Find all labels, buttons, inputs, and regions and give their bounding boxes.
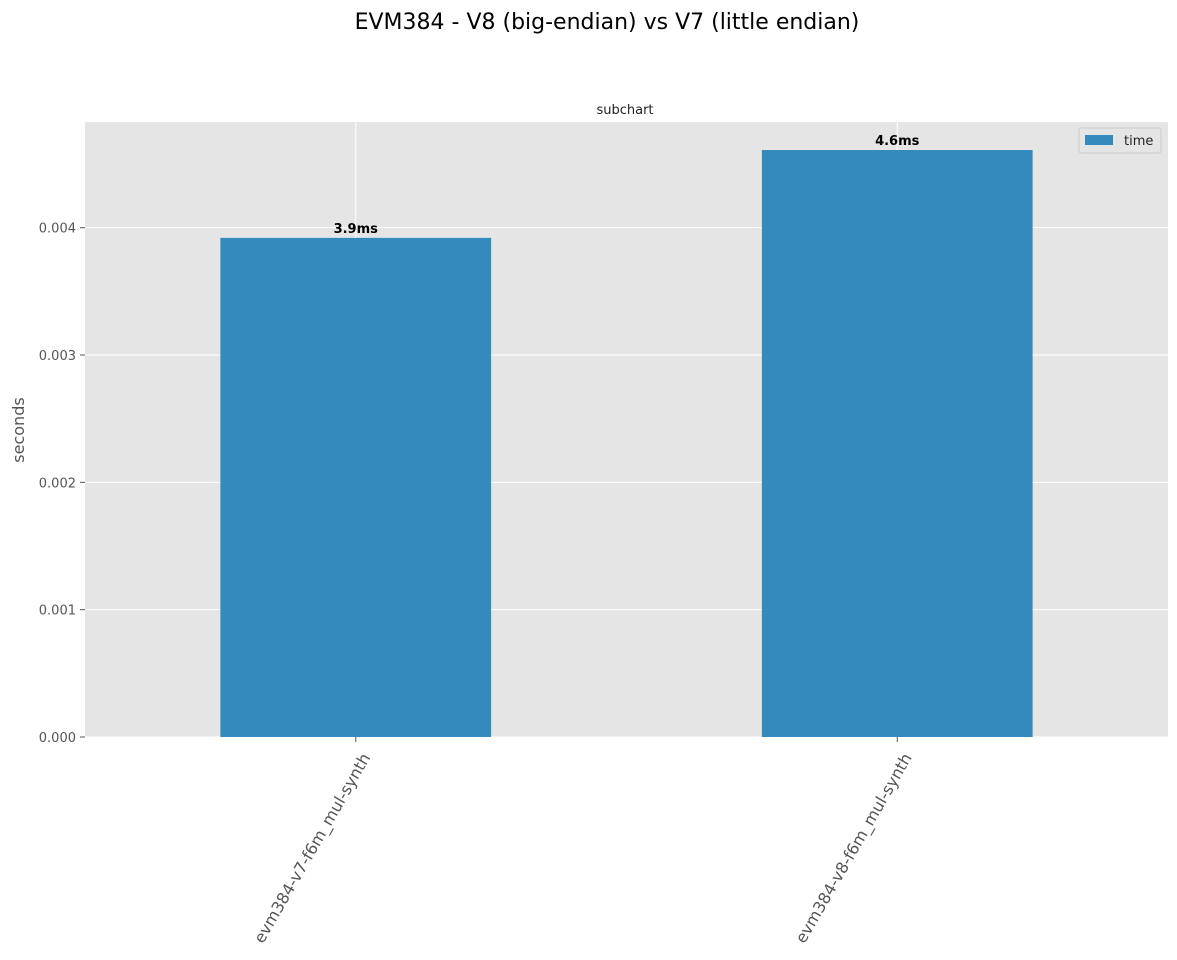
y-axis-ticks: 0.000 0.001 0.002 0.003 0.004 [39,222,85,746]
bar-value-label: 4.6ms [875,134,920,149]
legend-swatch [1085,135,1113,145]
y-tick-label: 0.003 [39,349,76,364]
legend: time [1078,127,1162,154]
x-axis-ticks: evm384-v7-f6m_mul-synth evm384-v8-f6m_mul… [250,737,917,947]
legend-frame [1078,127,1162,154]
bar [761,150,1033,737]
figure-title: EVM384 - V8 (big-endian) vs V7 (little e… [355,10,860,35]
legend-label: time [1124,134,1153,149]
y-axis-label: seconds [9,397,28,462]
y-tick-label: 0.004 [39,222,76,237]
y-tick-label: 0.001 [39,604,76,619]
y-tick-label: 0.002 [39,476,76,491]
y-tick-label: 0.000 [39,731,76,746]
x-tick-label: evm384-v8-f6m_mul-synth [791,750,916,947]
data-labels: 3.9ms 4.6ms [334,134,920,237]
bar [220,237,492,737]
bars [220,150,1033,737]
x-tick-label: evm384-v7-f6m_mul-synth [250,750,375,947]
chart-title: subchart [596,103,653,118]
bar-value-label: 3.9ms [334,222,379,237]
